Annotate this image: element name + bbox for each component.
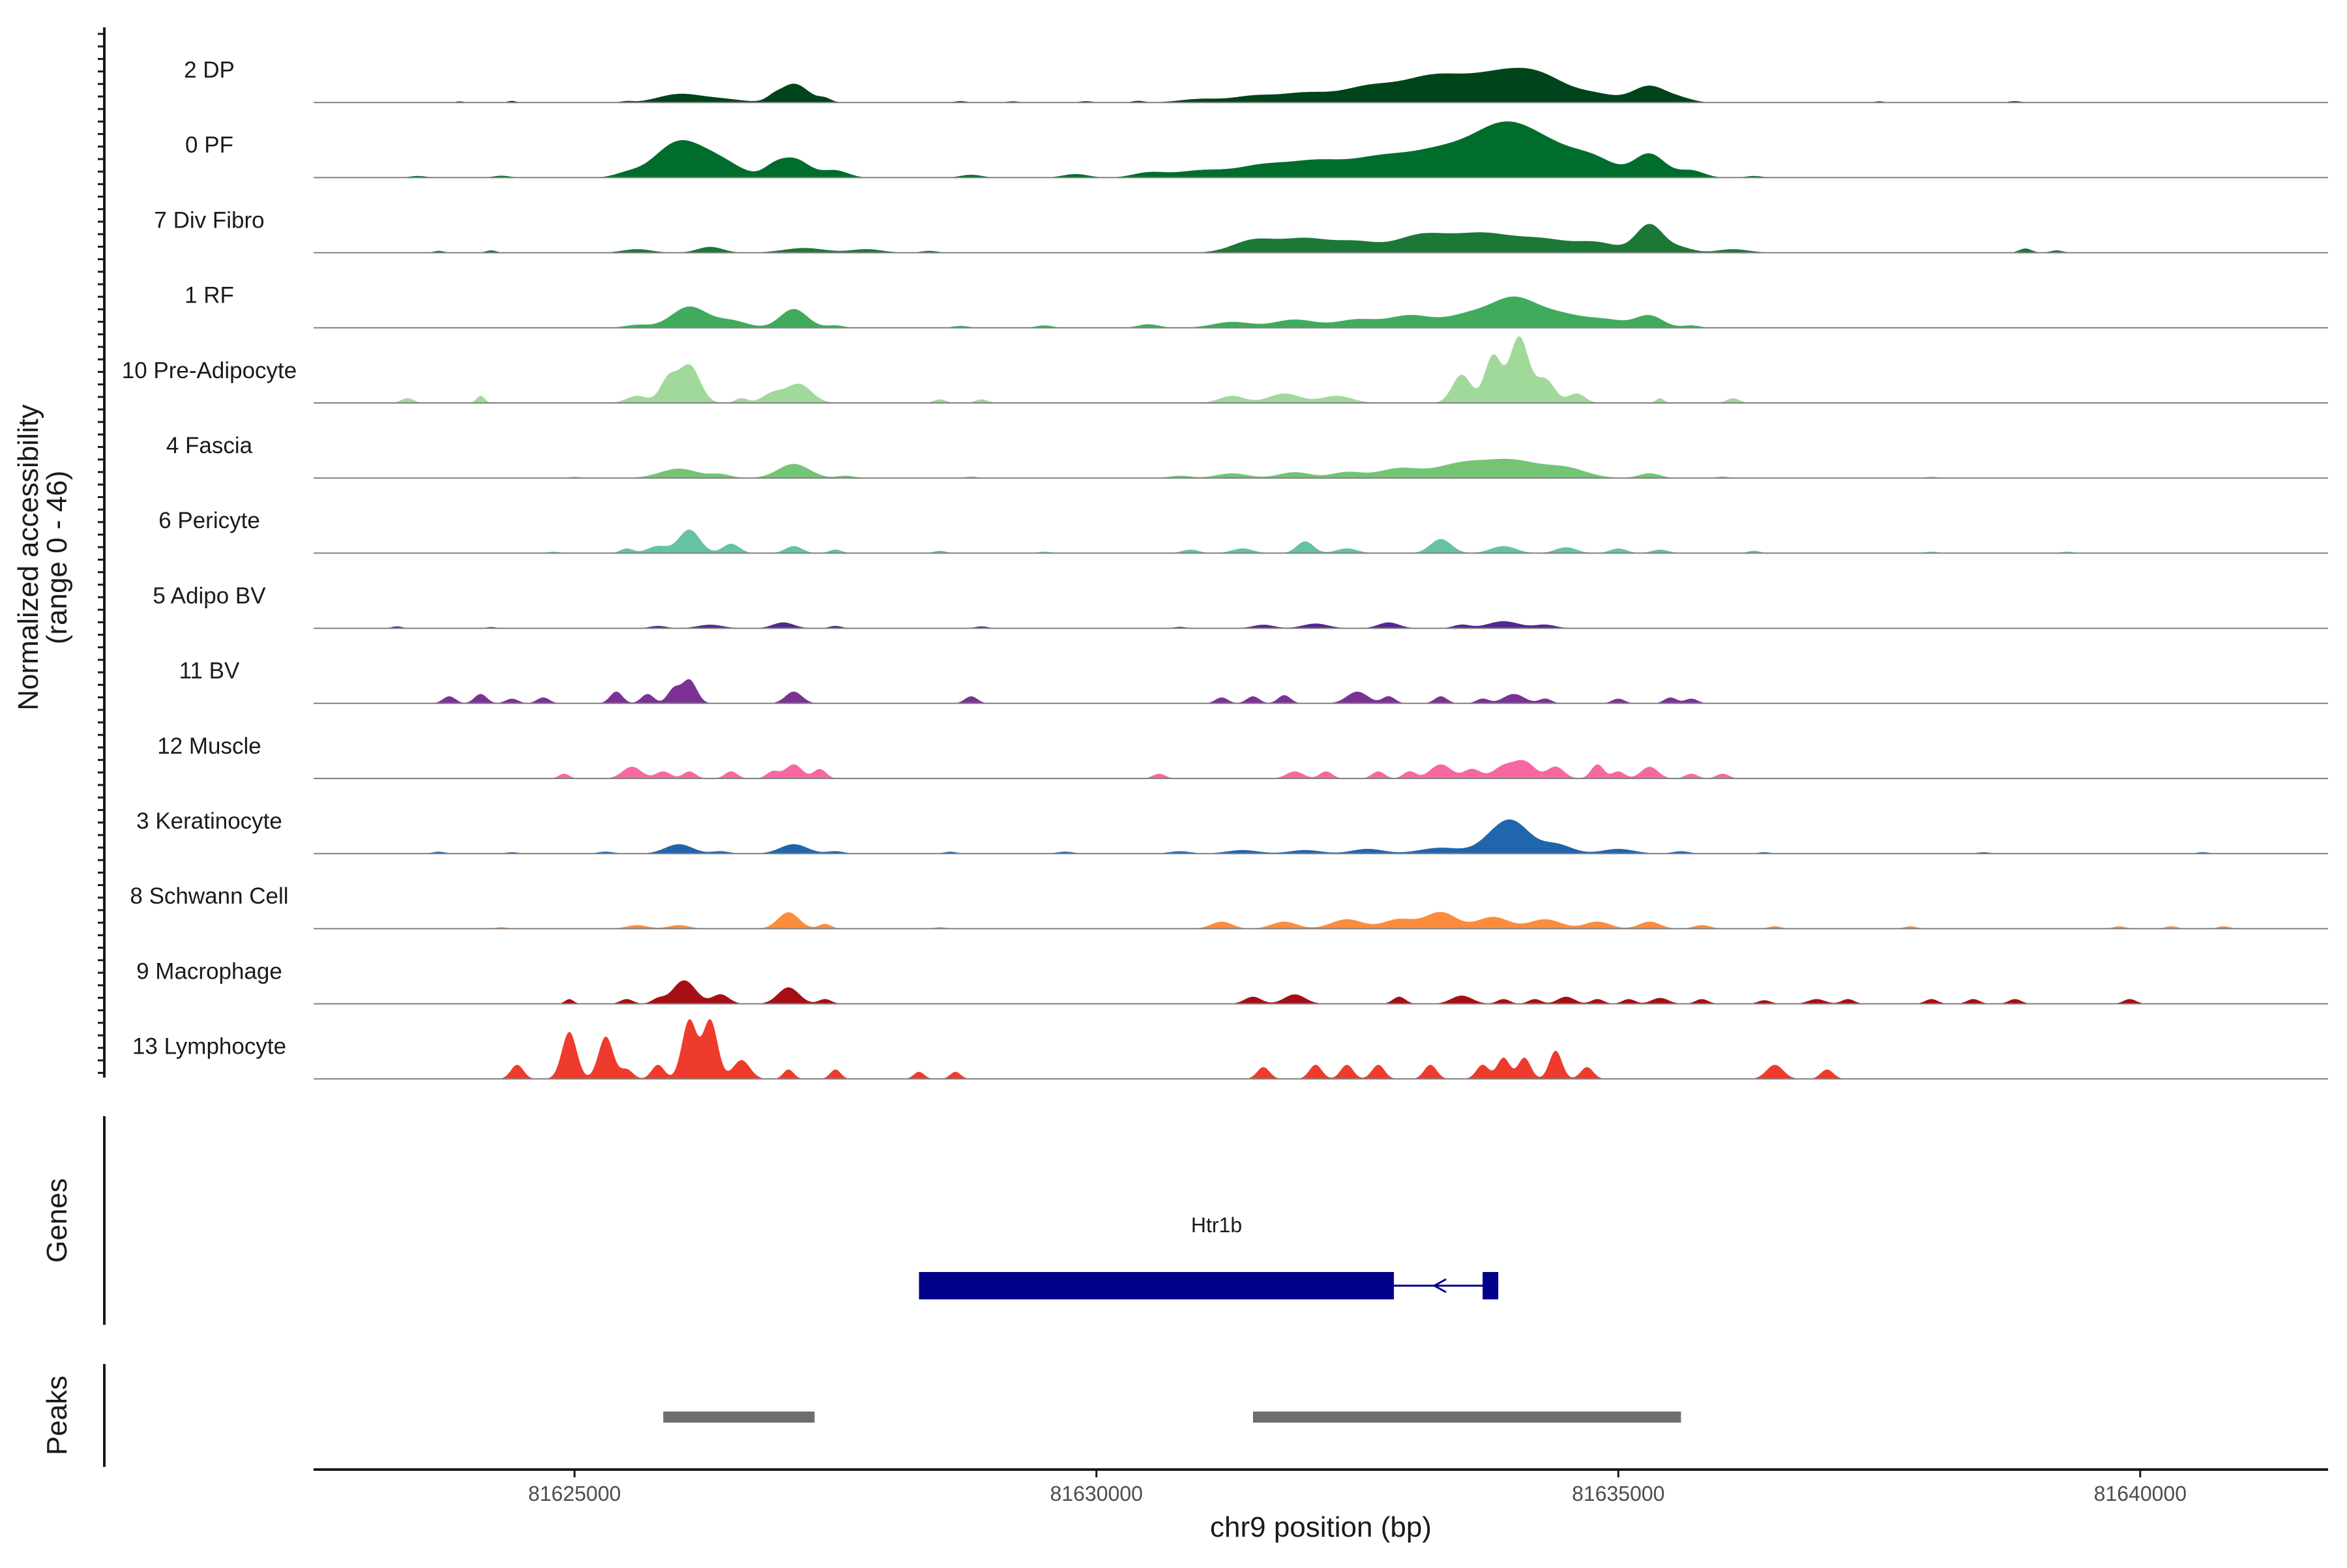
- track-signal: [314, 296, 2328, 328]
- x-tick-label: 81630000: [1050, 1482, 1143, 1505]
- track-13-lymphocyte: 13 Lymphocyte: [132, 1019, 2328, 1080]
- track-label: 6 Pericyte: [158, 508, 260, 533]
- track-signal: [314, 980, 2328, 1004]
- x-axis-ticks: 81625000 81630000 81635000 81640000: [528, 1470, 2187, 1505]
- genes-panel-label: Genes: [41, 1178, 73, 1263]
- peak-region: [663, 1412, 815, 1423]
- track-label: 1 RF: [185, 283, 234, 308]
- track-label: 10 Pre-Adipocyte: [122, 358, 297, 383]
- track-1-rf: 1 RF: [185, 283, 2328, 329]
- track-11-bv: 11 BV: [179, 658, 2328, 704]
- track-6-pericyte: 6 Pericyte: [158, 508, 2328, 554]
- track-signal: [314, 224, 2328, 253]
- track-signal: [314, 911, 2328, 929]
- track-9-macrophage: 9 Macrophage: [136, 958, 2328, 1005]
- y-axis-title-line1: Normalized accessibility: [12, 404, 44, 710]
- gene-exon: [1483, 1272, 1499, 1299]
- track-signal: [314, 121, 2328, 178]
- peak-regions: [663, 1412, 1681, 1423]
- peak-region: [1252, 1412, 1681, 1423]
- track-signal: [314, 819, 2328, 854]
- track-signal: [314, 760, 2328, 778]
- track-label: 7 Div Fibro: [154, 207, 264, 233]
- track-label: 0 PF: [185, 132, 233, 158]
- coverage-tracks: 2 DP 0 PF 7 Div Fibro 1 RF 10 Pre-Adipocyte 4…: [122, 57, 2328, 1080]
- y-axis-title-line2: (range 0 - 46): [41, 471, 73, 645]
- track-signal: [314, 529, 2328, 554]
- track-label: 3 Keratinocyte: [136, 808, 282, 834]
- track-label: 13 Lymphocyte: [132, 1034, 286, 1059]
- track-label: 5 Adipo BV: [153, 583, 266, 608]
- track-3-keratinocyte: 3 Keratinocyte: [136, 808, 2328, 855]
- gene-exon: [919, 1272, 1395, 1299]
- track-8-schwann-cell: 8 Schwann Cell: [130, 883, 2328, 930]
- x-axis-title: chr9 position (bp): [1210, 1511, 1432, 1543]
- track-label: 9 Macrophage: [136, 958, 282, 984]
- track-7-div-fibro: 7 Div Fibro: [154, 207, 2328, 254]
- track-label: 11 BV: [179, 658, 240, 684]
- track-signal: [314, 1019, 2328, 1079]
- track-2-dp: 2 DP: [184, 57, 2328, 104]
- gene-htr1b: Htr1b: [919, 1213, 1499, 1299]
- x-tick-label: 81625000: [528, 1482, 621, 1505]
- x-tick-label: 81635000: [1572, 1482, 1664, 1505]
- track-label: 8 Schwann Cell: [130, 883, 288, 909]
- track-5-adipo-bv: 5 Adipo BV: [153, 583, 2328, 629]
- strand-arrow: [1432, 1278, 1447, 1294]
- track-label: 12 Muscle: [157, 733, 261, 759]
- track-label: 2 DP: [184, 57, 235, 83]
- gene-label: Htr1b: [1191, 1213, 1242, 1237]
- track-signal: [314, 68, 2328, 103]
- track-12-muscle: 12 Muscle: [157, 733, 2328, 779]
- peaks-panel-label: Peaks: [41, 1376, 73, 1455]
- coverage-y-axis: [98, 27, 106, 1078]
- track-4-fascia: 4 Fascia: [166, 433, 2328, 479]
- track-signal: [314, 679, 2328, 703]
- track-label: 4 Fascia: [166, 433, 253, 458]
- y-axis-title: Normalized accessibility(range 0 - 46): [12, 404, 73, 710]
- x-tick-label: 81640000: [2094, 1482, 2187, 1505]
- track-signal: [314, 458, 2328, 479]
- track-0-pf: 0 PF: [185, 121, 2328, 179]
- gene-annotations: Htr1b: [919, 1213, 1499, 1299]
- track-10-pre-adipocyte: 10 Pre-Adipocyte: [122, 336, 2328, 404]
- track-signal: [314, 336, 2328, 403]
- track-signal: [314, 621, 2328, 629]
